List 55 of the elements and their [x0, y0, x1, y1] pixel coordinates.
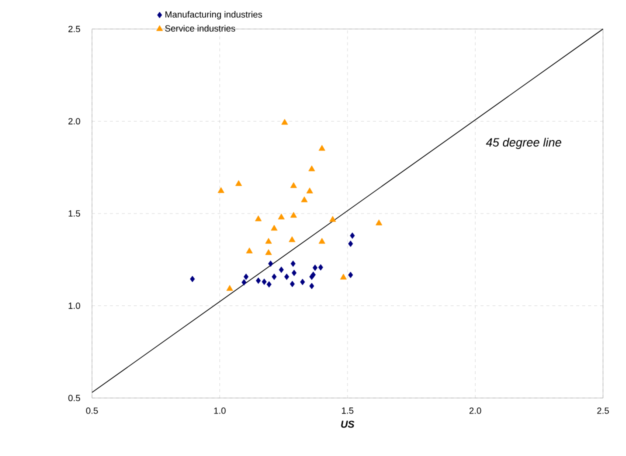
point — [266, 281, 272, 288]
point — [190, 276, 195, 282]
point — [350, 232, 355, 239]
x-tick-label: 0.5 — [86, 408, 98, 414]
y-tick-label: 1.0 — [68, 302, 80, 309]
x-tick-label: 2.0 — [469, 408, 482, 414]
x-axis-title: US — [341, 420, 354, 428]
annotation: 45 degree line — [486, 138, 562, 149]
point — [268, 260, 274, 267]
point — [329, 216, 336, 222]
point — [278, 214, 285, 220]
point — [290, 280, 295, 288]
point — [290, 212, 297, 218]
point — [278, 266, 284, 273]
point — [318, 264, 324, 271]
point — [218, 187, 224, 193]
point — [270, 224, 278, 231]
point — [301, 196, 308, 202]
point — [281, 118, 288, 125]
point — [348, 272, 354, 278]
x-tick-label: 2.5 — [597, 408, 609, 414]
point — [312, 264, 318, 271]
point — [272, 274, 277, 280]
point — [226, 284, 234, 291]
y-tick-label: 1.5 — [68, 210, 80, 217]
point — [290, 260, 296, 267]
point — [255, 215, 262, 222]
point — [290, 182, 297, 188]
point — [256, 277, 261, 284]
point — [284, 274, 290, 280]
x-tick-label: 1.5 — [342, 408, 354, 414]
point — [309, 282, 314, 290]
point — [244, 274, 249, 280]
legend-label: Manufacturing industries — [165, 11, 262, 20]
point — [340, 274, 347, 280]
point — [318, 238, 326, 244]
point — [300, 278, 305, 286]
point — [246, 248, 253, 254]
point — [308, 165, 316, 172]
point — [265, 238, 272, 244]
legend-label: Service industries — [165, 25, 236, 32]
y-tick-label: 0.5 — [68, 394, 80, 402]
point — [288, 236, 296, 242]
point — [348, 240, 354, 247]
x-tick-label: 1.0 — [214, 408, 226, 414]
point — [376, 219, 382, 226]
point — [242, 279, 246, 286]
point — [262, 278, 267, 285]
point — [318, 144, 326, 151]
point — [306, 188, 313, 194]
point — [292, 270, 297, 276]
y-tick-label: 2.0 — [68, 118, 80, 124]
y-tick-label: 2.5 — [68, 26, 80, 32]
point — [235, 180, 242, 186]
point — [265, 249, 272, 255]
